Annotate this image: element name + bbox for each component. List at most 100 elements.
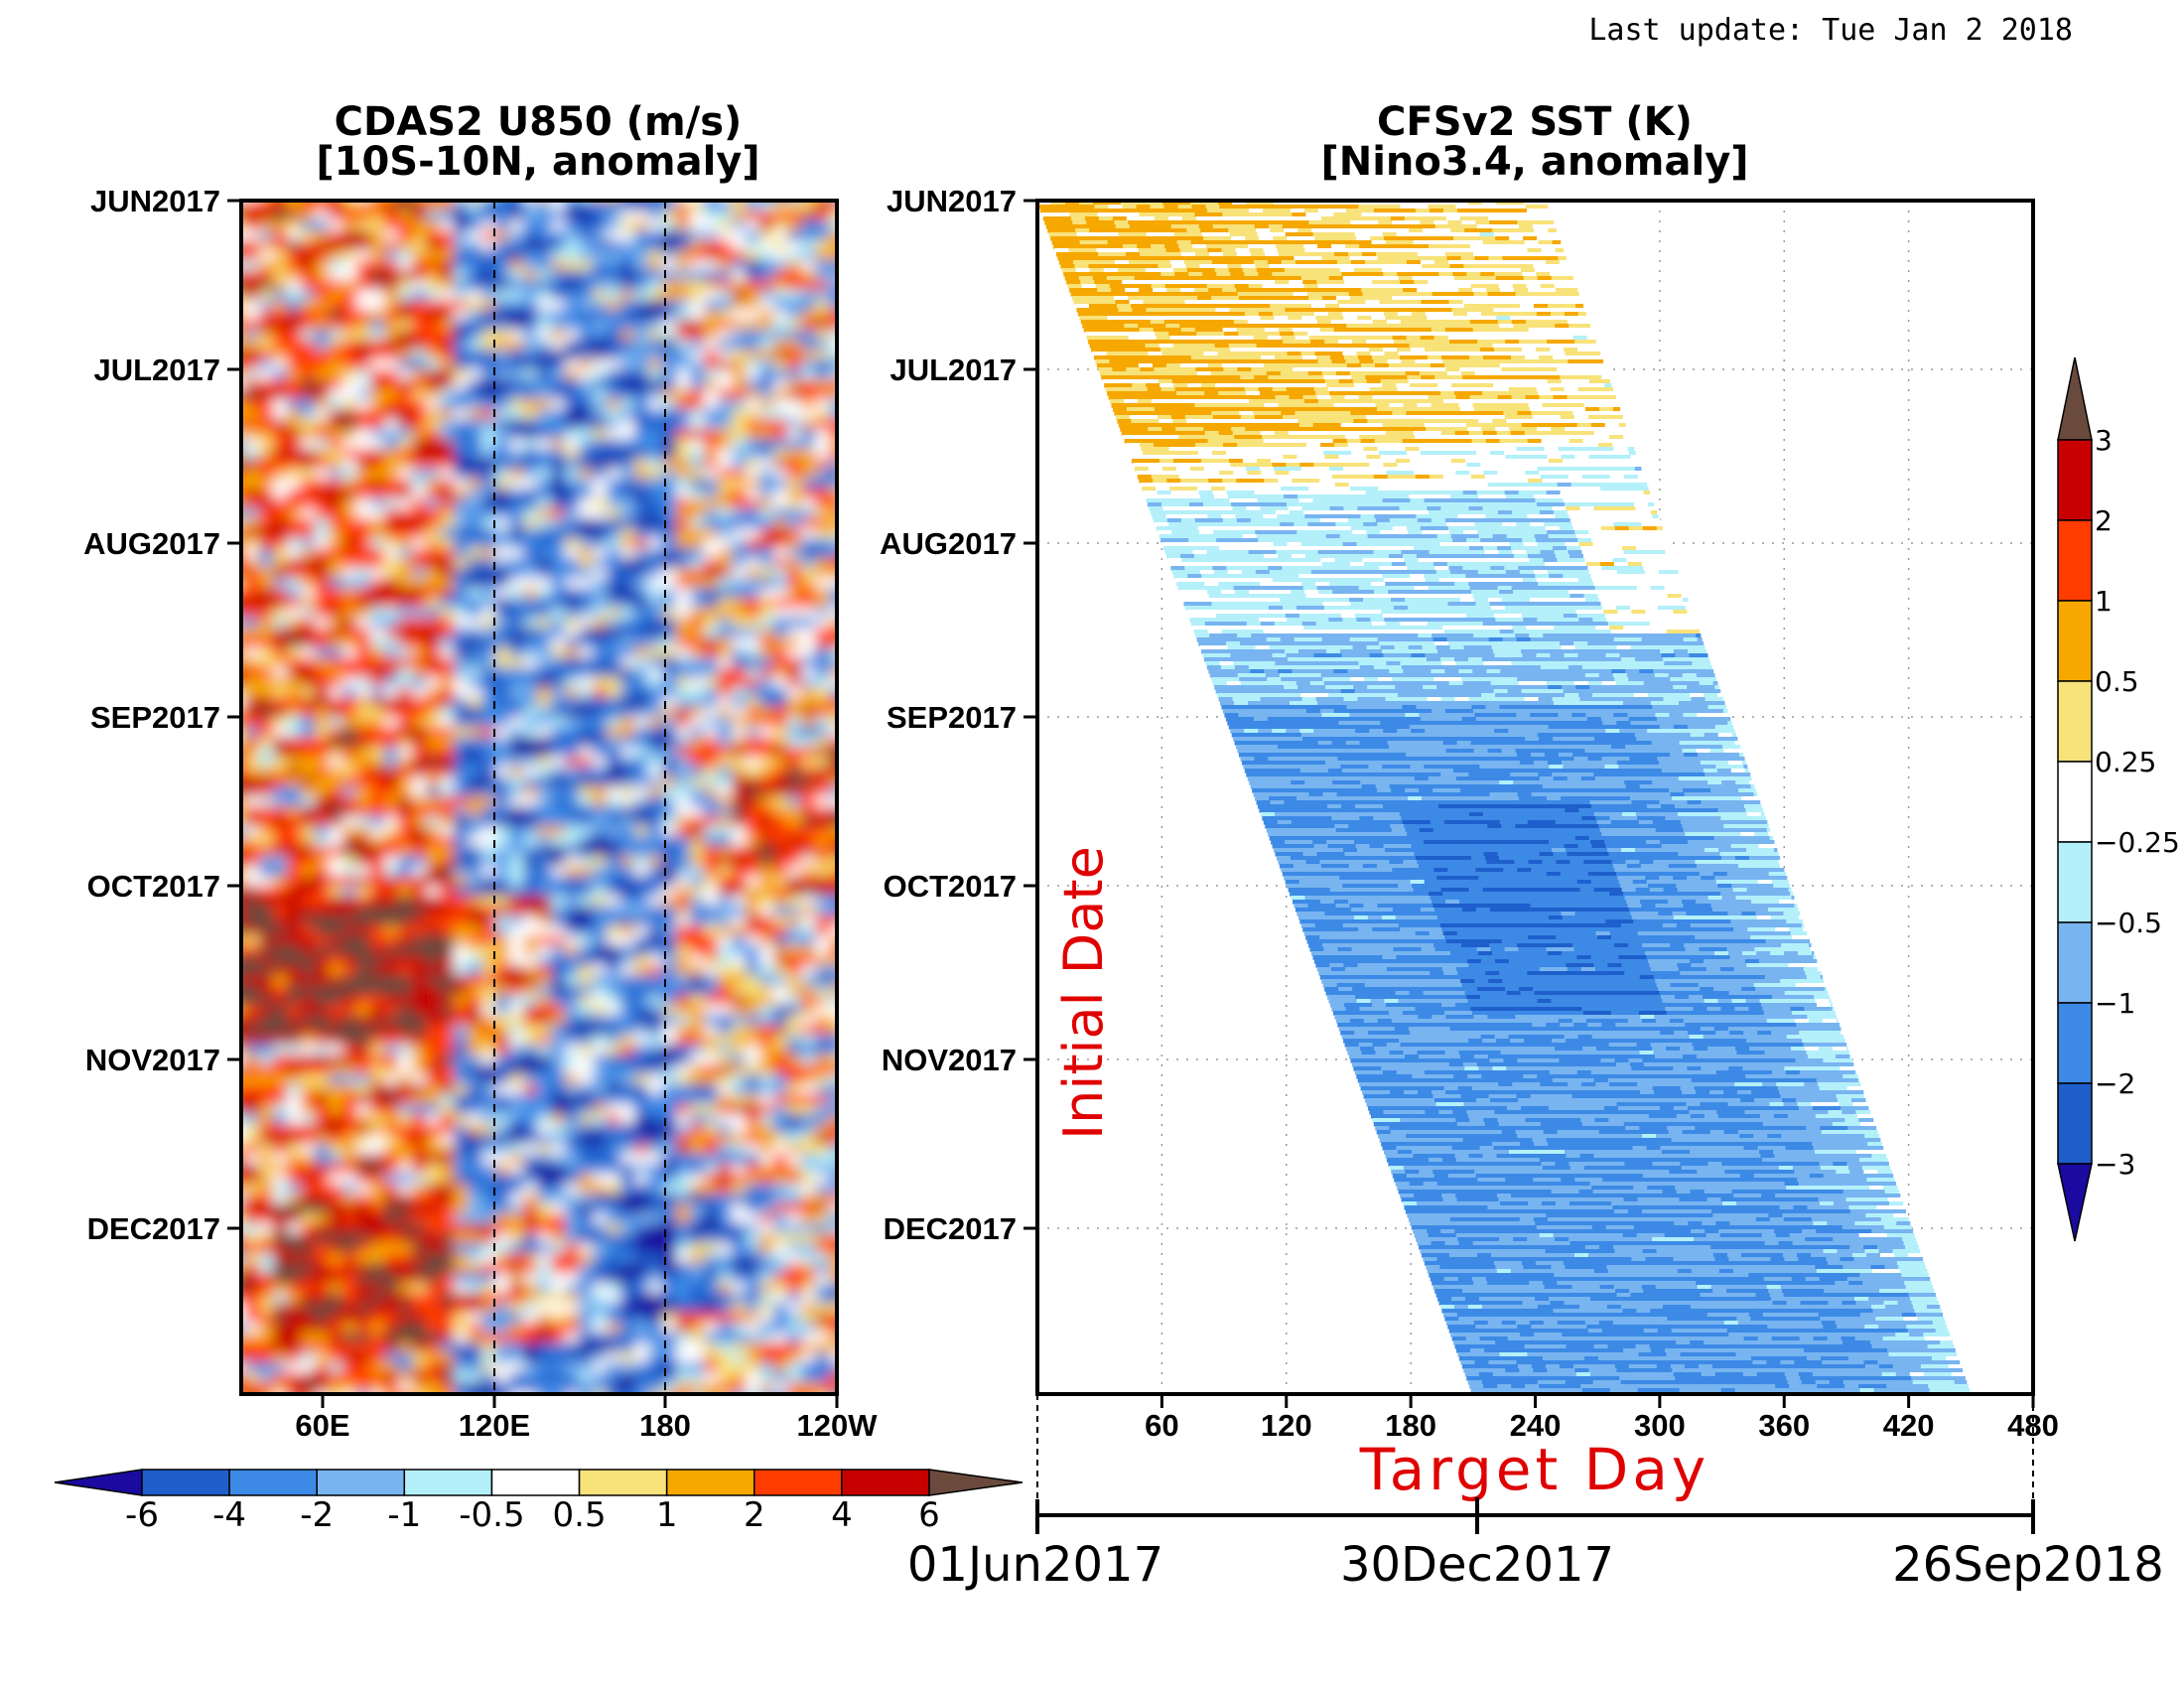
heatmap-cell bbox=[301, 230, 316, 241]
heatmap-cell bbox=[801, 1233, 816, 1244]
heatmap-cell bbox=[454, 697, 469, 708]
heatmap-cell bbox=[759, 340, 774, 351]
heatmap-cell bbox=[648, 211, 663, 221]
heatmap-cell bbox=[662, 1005, 677, 1016]
heatmap-cell bbox=[329, 359, 343, 370]
heatmap-cell bbox=[537, 1203, 552, 1214]
heatmap-cell bbox=[801, 896, 816, 907]
heatmap-cell bbox=[509, 995, 524, 1006]
heatmap-cell bbox=[829, 1025, 837, 1036]
heatmap-cell bbox=[787, 1124, 802, 1135]
heatmap-cell bbox=[843, 489, 858, 499]
heatmap-cell bbox=[495, 1174, 510, 1185]
heatmap-cell bbox=[426, 558, 441, 569]
heatmap-cell bbox=[287, 1005, 302, 1016]
heatmap-cell bbox=[634, 439, 649, 450]
heatmap-cell bbox=[551, 647, 566, 658]
heatmap-cell bbox=[342, 1273, 357, 1284]
heatmap-cell bbox=[648, 637, 663, 648]
heatmap-cell bbox=[523, 598, 538, 609]
heatmap-cell bbox=[440, 1055, 455, 1065]
heatmap-cell bbox=[746, 230, 760, 241]
heatmap-cell bbox=[607, 528, 621, 539]
heatmap-cell bbox=[565, 389, 580, 400]
heatmap-cell bbox=[537, 975, 552, 986]
heatmap-cell bbox=[440, 965, 455, 976]
heatmap-cell bbox=[370, 1203, 385, 1214]
heatmap-cell bbox=[593, 1213, 608, 1224]
heatmap-cell bbox=[495, 618, 510, 629]
heatmap-cell bbox=[579, 1243, 594, 1254]
heatmap-cell bbox=[704, 548, 719, 559]
heatmap-cell bbox=[412, 697, 427, 708]
heatmap-cell bbox=[551, 399, 566, 410]
heatmap-cell bbox=[843, 667, 858, 678]
heatmap-cell bbox=[356, 220, 371, 231]
heatmap-cell bbox=[259, 896, 274, 907]
heatmap-cell bbox=[593, 1035, 608, 1046]
heatmap-cell bbox=[384, 906, 399, 916]
heatmap-cell bbox=[523, 508, 538, 519]
heatmap-cell bbox=[704, 1094, 719, 1105]
heatmap-cell bbox=[301, 340, 316, 351]
heatmap-cell bbox=[315, 806, 330, 817]
heatmap-cell bbox=[412, 409, 427, 420]
heatmap-cell bbox=[815, 657, 830, 668]
heatmap-cell bbox=[787, 1243, 802, 1254]
heatmap-cell bbox=[241, 906, 246, 916]
heatmap-cell bbox=[468, 578, 482, 589]
heatmap-cell bbox=[495, 588, 510, 599]
heatmap-cell bbox=[565, 300, 580, 311]
heatmap-cell bbox=[468, 1045, 482, 1055]
heatmap-cell bbox=[384, 369, 399, 380]
heatmap-cell bbox=[634, 240, 649, 251]
heatmap-cell bbox=[426, 637, 441, 648]
heatmap-cell bbox=[690, 886, 705, 897]
heatmap-cell bbox=[426, 1243, 441, 1254]
heatmap-cell bbox=[398, 1005, 413, 1016]
heatmap-cell bbox=[495, 498, 510, 509]
heatmap-cell bbox=[301, 647, 316, 658]
heatmap-cell bbox=[759, 786, 774, 797]
heatmap-cell bbox=[732, 1074, 747, 1085]
heatmap-cell bbox=[551, 280, 566, 291]
heatmap-cell bbox=[356, 637, 371, 648]
heatmap-cell bbox=[787, 618, 802, 629]
heatmap-cell bbox=[426, 1164, 441, 1175]
heatmap-cell bbox=[468, 707, 482, 718]
heatmap-cell bbox=[593, 359, 608, 370]
heatmap-cell bbox=[454, 1154, 469, 1165]
heatmap-cell bbox=[634, 757, 649, 768]
heatmap-cell bbox=[704, 1064, 719, 1075]
heatmap-cell bbox=[454, 498, 469, 509]
heatmap-cell bbox=[273, 866, 288, 877]
heatmap-cell bbox=[565, 598, 580, 609]
heatmap-cell bbox=[468, 985, 482, 996]
heatmap-cell bbox=[301, 826, 316, 837]
heatmap-cell bbox=[718, 389, 733, 400]
heatmap-cell bbox=[676, 965, 691, 976]
heatmap-cell bbox=[370, 211, 385, 221]
heatmap-cell bbox=[273, 836, 288, 847]
heatmap-cell bbox=[773, 429, 788, 440]
heatmap-cell bbox=[718, 350, 733, 360]
heatmap-cell bbox=[259, 1084, 274, 1095]
heatmap-cell bbox=[773, 598, 788, 609]
heatmap-cell bbox=[315, 657, 330, 668]
heatmap-cell bbox=[607, 558, 621, 569]
heatmap-cell bbox=[245, 250, 260, 261]
heatmap-cell bbox=[384, 806, 399, 817]
heatmap-cell bbox=[398, 677, 413, 688]
heatmap-cell bbox=[342, 1045, 357, 1055]
heatmap-cell bbox=[245, 717, 260, 728]
heatmap-cell bbox=[259, 876, 274, 887]
heatmap-cell bbox=[843, 379, 858, 390]
heatmap-cell bbox=[815, 1114, 830, 1125]
heatmap-cell bbox=[579, 647, 594, 658]
heatmap-cell bbox=[468, 1114, 482, 1125]
heatmap-cell bbox=[356, 687, 371, 698]
heatmap-cell bbox=[287, 727, 302, 738]
heatmap-cell bbox=[732, 320, 747, 331]
heatmap-cell bbox=[801, 449, 816, 460]
heatmap-cell bbox=[468, 757, 482, 768]
